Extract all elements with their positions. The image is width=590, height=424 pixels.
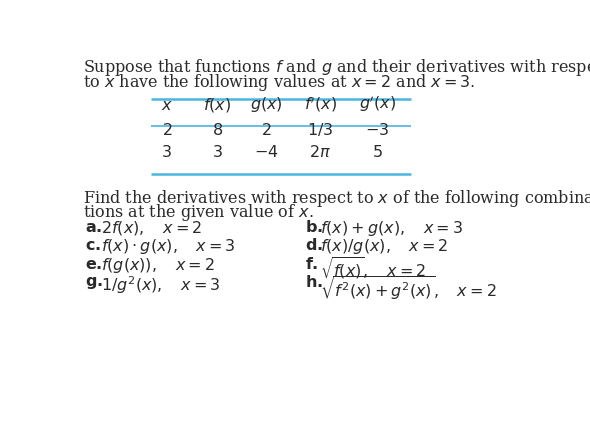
Text: to $x$ have the following values at $x = 2$ and $x = 3.$: to $x$ have the following values at $x =… (83, 73, 476, 93)
Text: $2$: $2$ (261, 123, 271, 139)
Text: $f(x)\cdot g(x), \quad x = 3$: $f(x)\cdot g(x), \quad x = 3$ (101, 237, 235, 256)
Text: $\sqrt{f^2(x) + g^2(x)}, \quad x = 2$: $\sqrt{f^2(x) + g^2(x)}, \quad x = 2$ (320, 274, 497, 301)
Text: $8$: $8$ (212, 123, 222, 139)
Text: $-3$: $-3$ (365, 123, 389, 139)
Text: $2f(x), \quad x = 2$: $2f(x), \quad x = 2$ (101, 219, 202, 237)
Text: $2$: $2$ (162, 123, 172, 139)
Text: $\mathbf{c.}$: $\mathbf{c.}$ (84, 237, 100, 254)
Text: $x$: $x$ (160, 97, 173, 114)
Text: $\mathbf{e.}$: $\mathbf{e.}$ (84, 256, 102, 273)
Text: $\mathbf{g.}$: $\mathbf{g.}$ (84, 274, 103, 291)
Text: $\mathbf{f.}$: $\mathbf{f.}$ (304, 256, 318, 273)
Text: $f(x)/g(x), \quad x = 2$: $f(x)/g(x), \quad x = 2$ (320, 237, 448, 256)
Text: $\sqrt{f(x)}, \quad x = 2$: $\sqrt{f(x)}, \quad x = 2$ (320, 256, 427, 282)
Text: $5$: $5$ (372, 144, 383, 161)
Text: $g(x)$: $g(x)$ (250, 95, 283, 114)
Text: $g'(x)$: $g'(x)$ (359, 94, 396, 114)
Text: $f(x) + g(x), \quad x = 3$: $f(x) + g(x), \quad x = 3$ (320, 219, 463, 238)
Text: $\mathbf{a.}$: $\mathbf{a.}$ (84, 219, 102, 236)
Text: $f(g(x)), \quad x = 2$: $f(g(x)), \quad x = 2$ (101, 256, 215, 275)
Text: Find the derivatives with respect to $x$ of the following combina-: Find the derivatives with respect to $x$… (83, 188, 590, 209)
Text: $2\pi$: $2\pi$ (309, 144, 331, 161)
Text: Suppose that functions $f$ and $g$ and their derivatives with respect: Suppose that functions $f$ and $g$ and t… (83, 57, 590, 78)
Text: $\mathbf{d.}$: $\mathbf{d.}$ (304, 237, 323, 254)
Text: $\mathbf{b.}$: $\mathbf{b.}$ (304, 219, 323, 236)
Text: $3$: $3$ (212, 144, 222, 161)
Text: $f'(x)$: $f'(x)$ (304, 95, 337, 114)
Text: tions at the given value of $x.$: tions at the given value of $x.$ (83, 202, 313, 223)
Text: $-4$: $-4$ (254, 144, 278, 161)
Text: $3$: $3$ (162, 144, 172, 161)
Text: $\mathbf{h.}$: $\mathbf{h.}$ (304, 274, 323, 291)
Text: $1/3$: $1/3$ (307, 123, 333, 139)
Text: $f(x)$: $f(x)$ (203, 96, 231, 114)
Text: $1/g^2(x), \quad x = 3$: $1/g^2(x), \quad x = 3$ (101, 274, 221, 296)
